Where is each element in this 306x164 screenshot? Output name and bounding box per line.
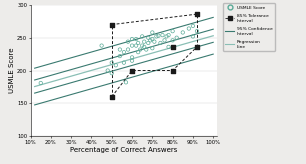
Point <box>109 95 114 98</box>
Point <box>99 44 104 47</box>
Point <box>190 35 195 38</box>
Point <box>121 61 126 64</box>
Point <box>195 13 200 15</box>
Point <box>125 48 130 51</box>
Point <box>146 42 151 44</box>
Point <box>118 48 122 51</box>
Y-axis label: USMLE Score: USMLE Score <box>9 48 15 93</box>
Point <box>150 47 155 50</box>
Point <box>130 56 135 59</box>
Point <box>113 64 118 67</box>
Point <box>136 42 140 44</box>
Point <box>160 34 165 36</box>
Point <box>130 69 135 72</box>
Point <box>156 34 161 37</box>
Point <box>166 34 171 36</box>
Point <box>154 35 159 38</box>
Point <box>109 61 114 64</box>
Point <box>109 23 114 26</box>
Point <box>146 36 151 39</box>
Point <box>195 46 200 48</box>
X-axis label: Percentage of Correct Answers: Percentage of Correct Answers <box>70 147 177 153</box>
Point <box>125 40 130 43</box>
Point <box>180 31 185 34</box>
Point <box>142 40 147 43</box>
Point <box>174 36 179 39</box>
Point <box>144 48 149 51</box>
Point <box>142 46 147 48</box>
Point <box>158 42 163 44</box>
Legend: USMLE Score, 85% Tolerance
Interval, 95% Confidence
Interval, Regression
Line: USMLE Score, 85% Tolerance Interval, 95%… <box>223 3 275 51</box>
Point <box>150 38 155 40</box>
Point <box>170 69 175 72</box>
Point <box>150 31 155 34</box>
Point <box>130 44 135 47</box>
Point <box>148 39 153 42</box>
Point <box>170 46 175 48</box>
Point <box>166 46 171 48</box>
Point <box>140 35 145 38</box>
Point <box>38 82 43 84</box>
Point <box>109 72 114 74</box>
Point <box>105 69 110 72</box>
Point <box>170 39 175 42</box>
Point <box>118 55 122 57</box>
Point <box>164 35 169 38</box>
Point <box>124 81 129 84</box>
Point <box>162 39 167 42</box>
Point <box>186 27 191 30</box>
Point <box>134 38 139 40</box>
Point <box>121 51 126 53</box>
Point <box>134 44 139 47</box>
Point <box>140 44 145 47</box>
Point <box>195 30 200 32</box>
Point <box>152 40 157 43</box>
Point <box>190 25 195 27</box>
Point <box>130 38 135 40</box>
Point <box>170 30 175 32</box>
Point <box>130 59 135 62</box>
Point <box>138 48 143 51</box>
Point <box>136 51 140 53</box>
